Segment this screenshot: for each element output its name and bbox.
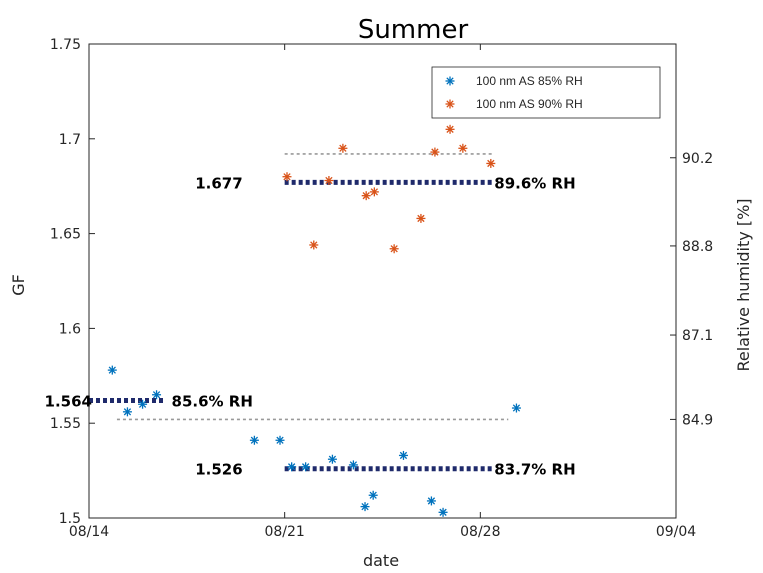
y-tick-label: 1.5 xyxy=(59,511,81,527)
x-tick-label: 09/04 xyxy=(656,524,696,540)
data-point-series-1 xyxy=(287,462,297,472)
chart-title: Summer xyxy=(358,15,469,45)
data-point-series-1 xyxy=(368,490,378,500)
data-point-series-1 xyxy=(398,450,408,460)
data-point-series-1 xyxy=(360,502,370,512)
legend-label-series-2: 100 nm AS 90% RH xyxy=(476,97,583,111)
data-points xyxy=(107,124,521,517)
data-point-series-1 xyxy=(348,460,358,470)
x-tick-label: 08/21 xyxy=(264,524,304,540)
legend-label-series-1: 100 nm AS 85% RH xyxy=(476,74,583,88)
y2-axis-title: Relative humidity [%] xyxy=(734,198,753,371)
data-point-series-2 xyxy=(486,158,496,168)
data-point-series-1 xyxy=(138,399,148,409)
mean-rh-label: 83.7% RH xyxy=(494,461,575,479)
data-point-series-2 xyxy=(324,176,334,186)
y2-tick-label: 88.8 xyxy=(682,239,713,255)
legend-marker-series-1 xyxy=(445,76,455,86)
data-point-series-1 xyxy=(122,407,132,417)
mean-gf-label: 1.677 xyxy=(195,174,242,192)
legend-marker-series-2 xyxy=(445,99,455,109)
data-point-series-2 xyxy=(338,143,348,153)
plot-frame xyxy=(88,43,677,519)
data-point-series-2 xyxy=(282,172,292,182)
data-point-series-1 xyxy=(511,403,521,413)
data-point-series-2 xyxy=(309,240,319,250)
legend: 100 nm AS 85% RH 100 nm AS 90% RH xyxy=(431,66,661,119)
y2-tick-label: 87.1 xyxy=(682,328,713,344)
x-tick-label: 08/28 xyxy=(460,524,500,540)
axes: 08/14 08/21 08/28 09/04 1.5 1.55 1.6 1.65 1.7 1.7… xyxy=(50,37,713,540)
y-tick-label: 1.7 xyxy=(59,132,81,148)
data-point-series-1 xyxy=(301,462,311,472)
reference-lines xyxy=(89,153,509,472)
data-point-series-2 xyxy=(458,143,468,153)
data-point-series-1 xyxy=(249,435,259,445)
x-tick-label: 08/14 xyxy=(69,524,109,540)
data-point-series-2 xyxy=(416,213,426,223)
y-tick-label: 1.55 xyxy=(50,416,81,432)
y-tick-label: 1.65 xyxy=(50,227,81,243)
legend-box xyxy=(431,66,661,119)
data-point-series-1 xyxy=(275,435,285,445)
data-point-series-2 xyxy=(369,187,379,197)
y-tick-label: 1.6 xyxy=(59,321,81,337)
data-point-series-1 xyxy=(438,507,448,517)
y-tick-label: 1.75 xyxy=(50,37,81,53)
data-point-series-2 xyxy=(445,124,455,134)
y-axis-title: GF xyxy=(9,274,28,296)
annotation-labels: 1.677 89.6% RH 1.526 83.7% RH 1.564 85.6% RH xyxy=(45,174,576,478)
data-point-series-1 xyxy=(107,365,117,375)
data-point-series-2 xyxy=(389,244,399,254)
y2-tick-label: 90.2 xyxy=(682,151,713,167)
data-point-series-2 xyxy=(361,191,371,201)
mean-rh-label: 89.6% RH xyxy=(494,174,575,192)
data-point-series-1 xyxy=(152,390,162,400)
mean-gf-label: 1.564 xyxy=(45,392,92,410)
mean-rh-label: 85.6% RH xyxy=(172,392,253,410)
data-point-series-2 xyxy=(430,147,440,157)
data-point-series-1 xyxy=(426,496,436,506)
y2-tick-label: 84.9 xyxy=(682,412,713,428)
data-point-series-1 xyxy=(327,454,337,464)
mean-gf-label: 1.526 xyxy=(195,461,242,479)
x-axis-title: date xyxy=(363,551,399,570)
